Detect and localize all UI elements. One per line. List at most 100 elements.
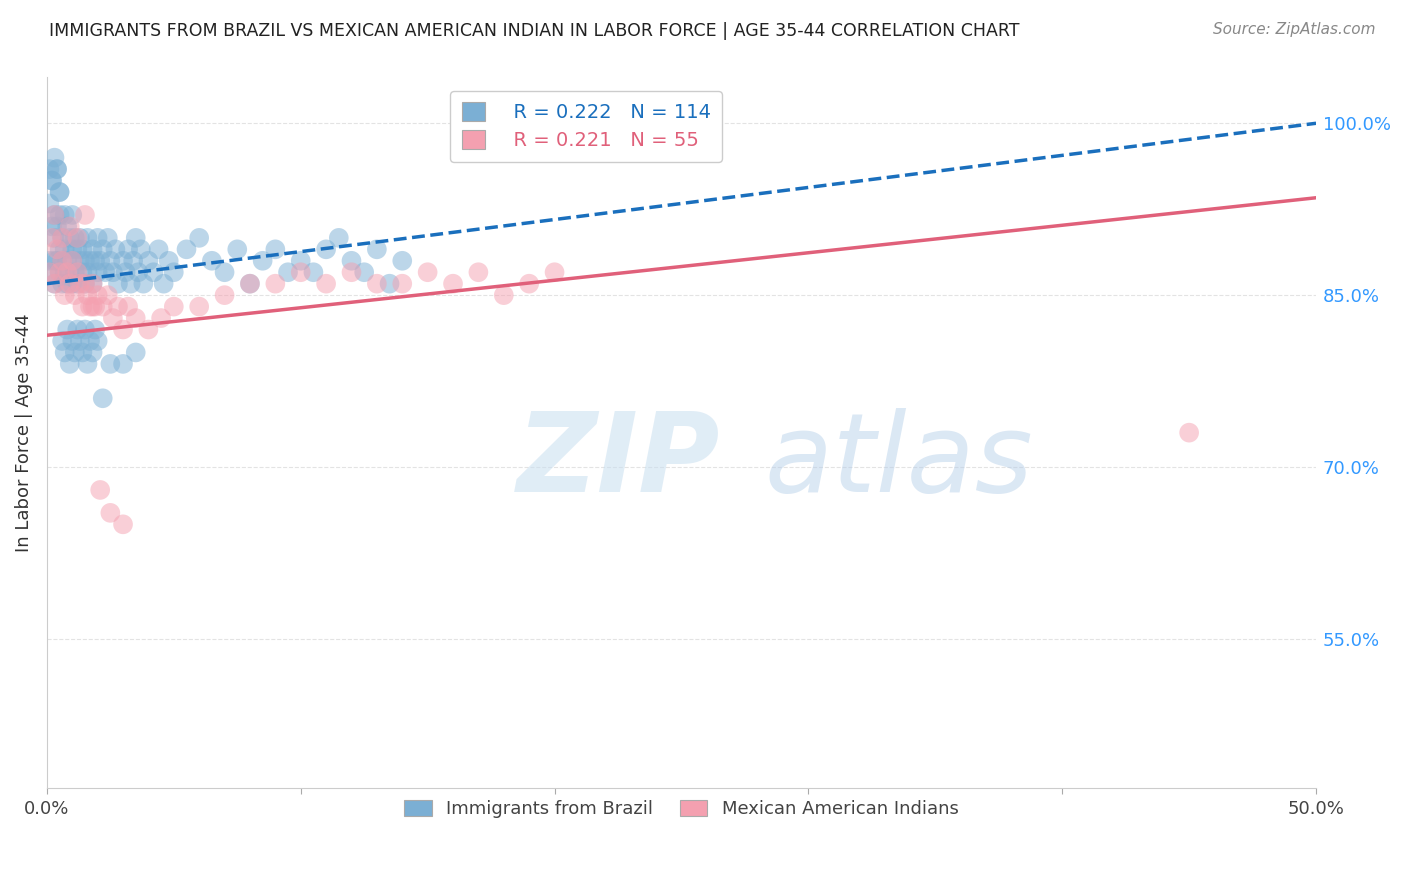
- Point: [117, 243, 139, 257]
- Point: [79, 300, 101, 314]
- Point: [138, 322, 160, 336]
- Text: Source: ZipAtlas.com: Source: ZipAtlas.com: [1212, 22, 1375, 37]
- Point: [366, 243, 388, 257]
- Point: [86, 231, 108, 245]
- Point: [46, 253, 69, 268]
- Point: [132, 277, 155, 291]
- Point: [41, 173, 63, 187]
- Point: [56, 265, 79, 279]
- Point: [56, 253, 79, 268]
- Point: [226, 243, 249, 257]
- Point: [290, 253, 312, 268]
- Point: [63, 265, 86, 279]
- Point: [69, 334, 91, 348]
- Point: [38, 265, 60, 279]
- Point: [46, 243, 69, 257]
- Point: [120, 277, 142, 291]
- Point: [72, 265, 94, 279]
- Point: [84, 322, 107, 336]
- Point: [252, 253, 274, 268]
- Point: [59, 219, 82, 234]
- Point: [340, 265, 363, 279]
- Point: [315, 277, 337, 291]
- Point: [104, 243, 127, 257]
- Point: [89, 483, 111, 497]
- Point: [38, 162, 60, 177]
- Point: [107, 277, 129, 291]
- Point: [82, 300, 104, 314]
- Point: [163, 265, 186, 279]
- Point: [366, 277, 388, 291]
- Point: [277, 265, 299, 279]
- Point: [101, 311, 124, 326]
- Point: [148, 243, 170, 257]
- Point: [73, 208, 96, 222]
- Point: [44, 277, 66, 291]
- Point: [91, 300, 114, 314]
- Text: ZIP: ZIP: [516, 408, 720, 515]
- Point: [53, 345, 76, 359]
- Point: [60, 253, 83, 268]
- Point: [176, 243, 198, 257]
- Point: [86, 288, 108, 302]
- Point: [416, 265, 439, 279]
- Point: [315, 243, 337, 257]
- Point: [239, 277, 262, 291]
- Point: [44, 208, 66, 222]
- Point: [98, 357, 121, 371]
- Point: [41, 219, 63, 234]
- Point: [239, 277, 262, 291]
- Point: [112, 322, 135, 336]
- Point: [48, 243, 70, 257]
- Point: [201, 253, 224, 268]
- Point: [69, 231, 91, 245]
- Point: [1178, 425, 1201, 440]
- Point: [91, 391, 114, 405]
- Point: [60, 277, 83, 291]
- Point: [66, 231, 89, 245]
- Point: [122, 253, 145, 268]
- Point: [112, 357, 135, 371]
- Point: [101, 265, 124, 279]
- Point: [86, 265, 108, 279]
- Point: [264, 277, 287, 291]
- Point: [82, 277, 104, 291]
- Point: [60, 334, 83, 348]
- Point: [107, 300, 129, 314]
- Point: [48, 185, 70, 199]
- Point: [125, 231, 148, 245]
- Point: [112, 253, 135, 268]
- Point: [94, 265, 117, 279]
- Point: [127, 265, 149, 279]
- Point: [467, 265, 489, 279]
- Point: [517, 277, 540, 291]
- Point: [150, 311, 173, 326]
- Point: [73, 277, 96, 291]
- Point: [328, 231, 350, 245]
- Point: [48, 265, 70, 279]
- Point: [59, 357, 82, 371]
- Point: [63, 231, 86, 245]
- Point: [76, 288, 98, 302]
- Point: [98, 253, 121, 268]
- Point: [79, 334, 101, 348]
- Point: [76, 231, 98, 245]
- Point: [441, 277, 464, 291]
- Point: [46, 162, 69, 177]
- Point: [82, 277, 104, 291]
- Text: IMMIGRANTS FROM BRAZIL VS MEXICAN AMERICAN INDIAN IN LABOR FORCE | AGE 35-44 COR: IMMIGRANTS FROM BRAZIL VS MEXICAN AMERIC…: [49, 22, 1019, 40]
- Point: [89, 253, 111, 268]
- Point: [41, 173, 63, 187]
- Point: [48, 208, 70, 222]
- Point: [543, 265, 565, 279]
- Point: [59, 265, 82, 279]
- Point: [53, 265, 76, 279]
- Point: [76, 357, 98, 371]
- Point: [51, 231, 73, 245]
- Point: [63, 288, 86, 302]
- Point: [56, 322, 79, 336]
- Point: [66, 322, 89, 336]
- Point: [51, 231, 73, 245]
- Point: [60, 208, 83, 222]
- Point: [98, 506, 121, 520]
